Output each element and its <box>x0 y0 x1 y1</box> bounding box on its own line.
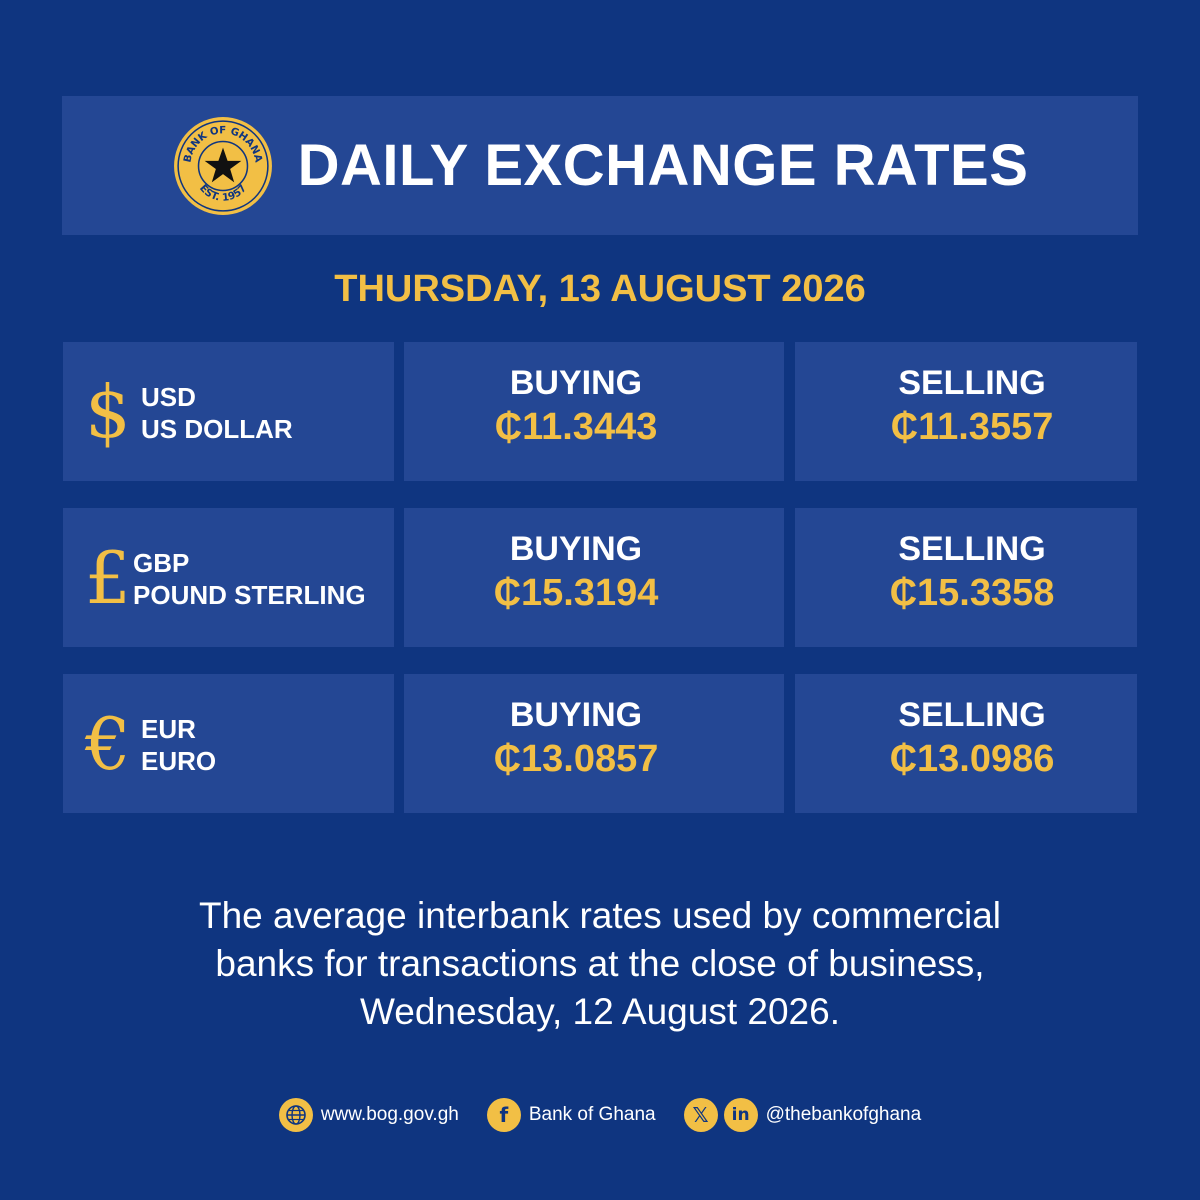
globe-icon <box>278 1098 313 1132</box>
currency-name: EURO <box>141 746 217 776</box>
x-icon: 𝕏 <box>683 1098 718 1132</box>
buying-cell-usd: BUYING ₵11.3443 <box>404 342 784 481</box>
selling-label: SELLING <box>898 364 1046 402</box>
footnote-line: The average interbank rates used by comm… <box>198 895 1002 936</box>
black-star-icon <box>204 147 241 182</box>
dollar-icon: $ <box>85 370 131 454</box>
facebook-icon: f <box>486 1098 521 1132</box>
selling-rate: ₵11.3557 <box>890 406 1054 448</box>
handle-text: @thebankofghana <box>765 1104 922 1125</box>
header-banner: BANK OF GHANA EST. 1957 DAILY EXCHANGE R… <box>62 96 1138 235</box>
currency-code: USD <box>141 382 196 412</box>
footnote-line: Wednesday, 12 August 2026. <box>360 991 840 1032</box>
rates-date: THURSDAY, 13 AUGUST 2026 <box>334 268 866 310</box>
selling-cell-eur: SELLING ₵13.0986 <box>795 674 1137 813</box>
currency-cell-usd: $ USD US DOLLAR <box>63 342 394 481</box>
page-title: DAILY EXCHANGE RATES <box>297 133 1029 198</box>
pound-icon: £ <box>85 536 131 620</box>
currency-cell-gbp: £ GBP POUND STERLING <box>63 508 394 647</box>
buying-rate: ₵11.3443 <box>494 406 658 448</box>
selling-label: SELLING <box>898 696 1046 734</box>
currency-cell-eur: € EUR EURO <box>63 674 394 813</box>
currency-code: GBP <box>133 548 190 578</box>
selling-rate: ₵15.3358 <box>889 572 1055 614</box>
buying-label: BUYING <box>509 364 643 402</box>
footnote: The average interbank rates used by comm… <box>100 892 1100 1036</box>
buying-rate: ₵15.3194 <box>493 572 659 614</box>
currency-code: EUR <box>141 714 196 744</box>
currency-name: US DOLLAR <box>141 414 293 444</box>
buying-label: BUYING <box>509 696 643 734</box>
website-link[interactable]: www.bog.gov.gh <box>278 1098 459 1132</box>
footnote-line: banks for transactions at the close of b… <box>215 943 985 984</box>
facebook-link[interactable]: f Bank of Ghana <box>486 1098 656 1132</box>
selling-cell-gbp: SELLING ₵15.3358 <box>795 508 1137 647</box>
footer: www.bog.gov.gh f Bank of Ghana 𝕏 in @the… <box>0 1095 1200 1135</box>
buying-rate: ₵13.0857 <box>493 738 659 780</box>
bank-of-ghana-logo: BANK OF GHANA EST. 1957 <box>173 116 272 215</box>
buying-cell-eur: BUYING ₵13.0857 <box>404 674 784 813</box>
buying-label: BUYING <box>509 530 643 568</box>
facebook-text: Bank of Ghana <box>528 1104 656 1125</box>
selling-cell-usd: SELLING ₵11.3557 <box>795 342 1137 481</box>
selling-rate: ₵13.0986 <box>889 738 1055 780</box>
social-handle-link[interactable]: 𝕏 in @thebankofghana <box>683 1098 922 1132</box>
website-text: www.bog.gov.gh <box>320 1104 459 1125</box>
currency-name: POUND STERLING <box>133 580 366 610</box>
buying-cell-gbp: BUYING ₵15.3194 <box>404 508 784 647</box>
selling-label: SELLING <box>898 530 1046 568</box>
linkedin-icon: in <box>723 1098 758 1132</box>
svg-text:EST. 1957: EST. 1957 <box>197 183 249 204</box>
euro-icon: € <box>85 702 131 786</box>
